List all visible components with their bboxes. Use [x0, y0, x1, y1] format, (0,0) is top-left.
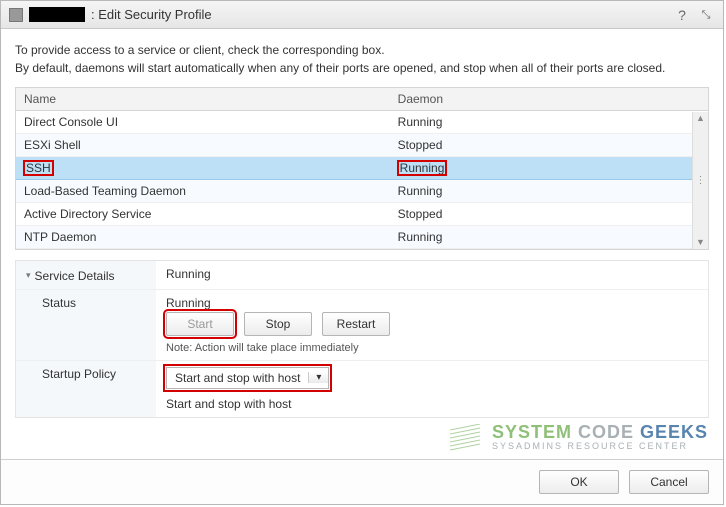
startup-policy-value: Start and stop with host: [167, 371, 308, 385]
service-name: ESXi Shell: [16, 134, 390, 157]
start-button[interactable]: Start: [166, 312, 234, 336]
help-icon[interactable]: ?: [673, 6, 691, 24]
service-details-running: Running: [156, 261, 708, 289]
service-daemon-status: Running: [390, 111, 708, 134]
description: To provide access to a service or client…: [15, 41, 709, 77]
expand-icon[interactable]: ⤡: [697, 6, 715, 24]
restart-button[interactable]: Restart: [322, 312, 390, 336]
ok-button[interactable]: OK: [539, 470, 619, 494]
hostname-redacted: [29, 7, 85, 22]
description-line-2: By default, daemons will start automatic…: [15, 59, 709, 77]
status-label: Status: [16, 290, 156, 360]
description-line-1: To provide access to a service or client…: [15, 41, 709, 59]
service-name: NTP Daemon: [16, 226, 390, 249]
service-details-toggle[interactable]: Service Details: [26, 269, 115, 283]
service-name: Load-Based Teaming Daemon: [16, 180, 390, 203]
service-daemon-status: Running: [390, 180, 708, 203]
service-details: Service Details Running Status Running S…: [15, 260, 709, 418]
service-name: Active Directory Service: [16, 203, 390, 226]
scrollbar[interactable]: ▲ ⋮ ▼: [692, 112, 708, 249]
action-note: Note: Action will take place immediately: [166, 342, 698, 354]
startup-policy-dropdown[interactable]: Start and stop with host ▾: [166, 367, 329, 389]
table-row[interactable]: Load-Based Teaming DaemonRunning: [16, 180, 708, 203]
stop-button[interactable]: Stop: [244, 312, 312, 336]
service-daemon-status: Stopped: [390, 203, 708, 226]
chevron-down-icon[interactable]: ▾: [308, 372, 328, 383]
scroll-down-icon[interactable]: ▼: [696, 238, 705, 247]
services-table: Name Daemon Direct Console UIRunningESXi…: [16, 88, 708, 249]
service-name: Direct Console UI: [16, 111, 390, 134]
table-row[interactable]: ESXi ShellStopped: [16, 134, 708, 157]
startup-policy-echo: Start and stop with host: [166, 397, 698, 411]
scroll-up-icon[interactable]: ▲: [696, 114, 705, 123]
table-row[interactable]: Active Directory ServiceStopped: [16, 203, 708, 226]
service-daemon-status: Running: [390, 226, 708, 249]
titlebar: : Edit Security Profile ? ⤡: [1, 1, 723, 29]
host-icon: [9, 8, 23, 22]
services-table-wrap: Name Daemon Direct Console UIRunningESXi…: [15, 87, 709, 250]
table-row[interactable]: SSHRunning: [16, 157, 708, 180]
dialog-title: : Edit Security Profile: [91, 7, 212, 22]
service-daemon-status: Stopped: [390, 134, 708, 157]
table-row[interactable]: NTP DaemonRunning: [16, 226, 708, 249]
startup-policy-label: Startup Policy: [16, 361, 156, 417]
col-daemon[interactable]: Daemon: [390, 88, 708, 111]
service-daemon-status: Running: [390, 157, 708, 180]
col-name[interactable]: Name: [16, 88, 390, 111]
table-row[interactable]: Direct Console UIRunning: [16, 111, 708, 134]
status-value: Running: [166, 296, 698, 310]
service-name: SSH: [16, 157, 390, 180]
cancel-button[interactable]: Cancel: [629, 470, 709, 494]
edit-security-profile-dialog: : Edit Security Profile ? ⤡ To provide a…: [0, 0, 724, 505]
dialog-footer: OK Cancel: [1, 459, 723, 504]
